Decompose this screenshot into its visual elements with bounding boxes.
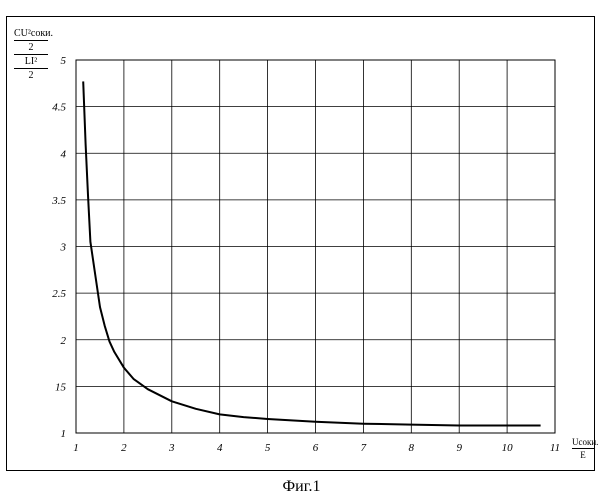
y-tick-label: 2 bbox=[61, 335, 67, 347]
x-tick-label: 8 bbox=[409, 442, 415, 454]
x-tick-label: 3 bbox=[168, 442, 175, 454]
x-tick-label: 2 bbox=[121, 442, 127, 454]
x-label-numerator: Uсоки. bbox=[572, 437, 594, 447]
x-tick-label: 1 bbox=[73, 442, 79, 454]
y-tick-label: 2.5 bbox=[52, 288, 66, 300]
x-tick-label: 5 bbox=[265, 442, 271, 454]
x-tick-label: 9 bbox=[456, 442, 462, 454]
figure-caption: Фиг.1 bbox=[0, 478, 603, 496]
y-label-numerator-bottom: 2 bbox=[14, 42, 48, 53]
x-axis-label: Uсоки. E bbox=[572, 437, 594, 460]
y-axis-label: CU²соки. 2 LI² 2 bbox=[14, 28, 48, 81]
chart-plot: 123456789101111522.533.544.55 bbox=[0, 0, 603, 470]
x-tick-label: 6 bbox=[313, 442, 319, 454]
y-tick-label: 15 bbox=[55, 381, 67, 393]
x-label-denominator: E bbox=[572, 450, 594, 460]
x-tick-label: 7 bbox=[361, 442, 367, 454]
y-label-numerator-top: CU²соки. bbox=[14, 28, 48, 39]
y-tick-label: 4.5 bbox=[52, 102, 66, 114]
y-tick-label: 4 bbox=[61, 148, 67, 160]
y-tick-label: 3 bbox=[60, 242, 67, 254]
y-label-denominator-bottom: 2 bbox=[14, 70, 48, 81]
x-tick-label: 11 bbox=[550, 442, 560, 454]
y-tick-label: 1 bbox=[61, 428, 67, 440]
y-tick-label: 5 bbox=[61, 55, 67, 67]
x-tick-label: 4 bbox=[217, 442, 223, 454]
x-tick-label: 10 bbox=[502, 442, 514, 454]
series-line bbox=[83, 81, 540, 425]
y-label-denominator-top: LI² bbox=[14, 56, 48, 67]
y-tick-label: 3.5 bbox=[51, 195, 66, 207]
